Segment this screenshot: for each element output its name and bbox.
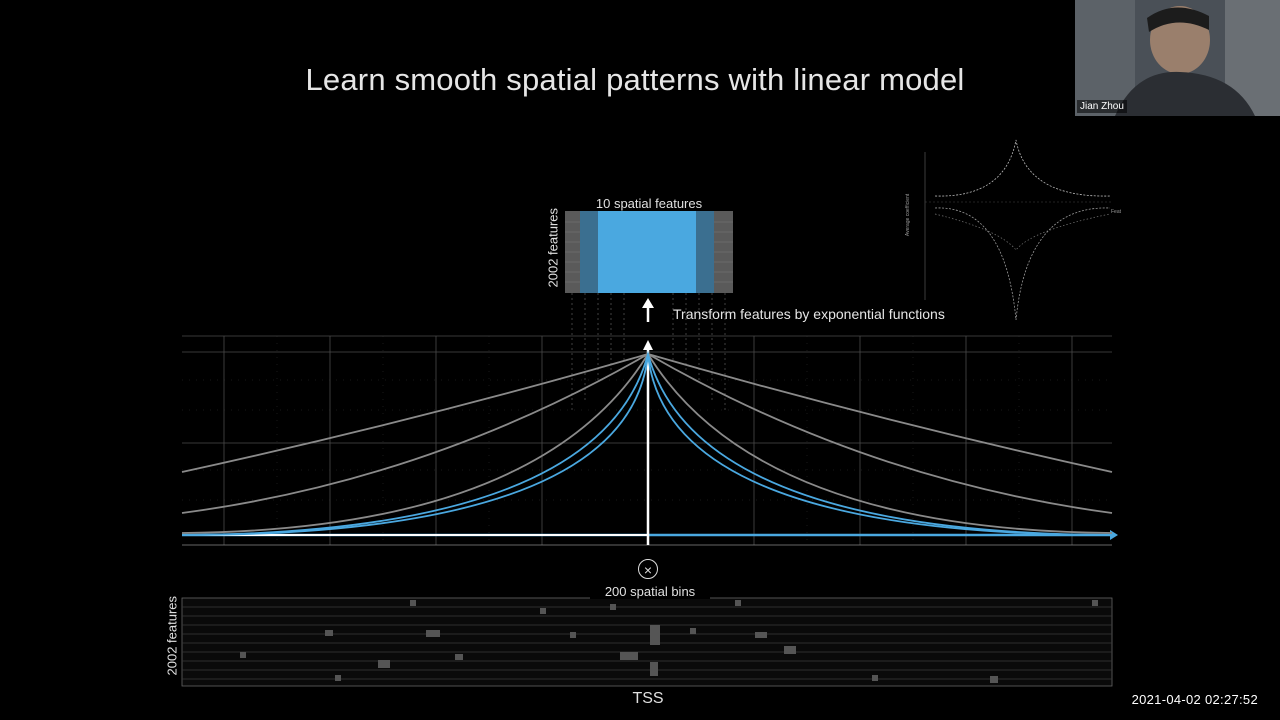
bottom-feature-matrix	[181, 597, 1113, 687]
webcam-feed	[1075, 0, 1280, 116]
top-feature-matrix	[565, 211, 733, 293]
participant-name: Jian Zhou	[1077, 100, 1127, 113]
tss-label: TSS	[632, 690, 664, 707]
bottom-matrix-caption: 200 spatial bins	[590, 584, 710, 599]
inset-plot	[924, 139, 1112, 321]
transform-label: Transform features by exponential functi…	[673, 306, 945, 322]
webcam-tile[interactable]: Jian Zhou	[1075, 0, 1280, 116]
recording-timestamp: 2021-04-02 02:27:52	[1131, 692, 1258, 707]
up-arrow-icon	[642, 298, 654, 322]
top-matrix-ylabel: 2002 features	[545, 207, 561, 288]
top-matrix-caption: 10 spatial features	[595, 196, 703, 211]
slide-title: Learn smooth spatial patterns with linea…	[305, 62, 965, 97]
multiply-icon: ×	[638, 559, 658, 579]
inset-legend: Feat	[1111, 209, 1122, 215]
bottom-matrix-ylabel: 2002 features	[164, 595, 180, 676]
inset-ylabel: Average coefficient	[905, 193, 911, 237]
